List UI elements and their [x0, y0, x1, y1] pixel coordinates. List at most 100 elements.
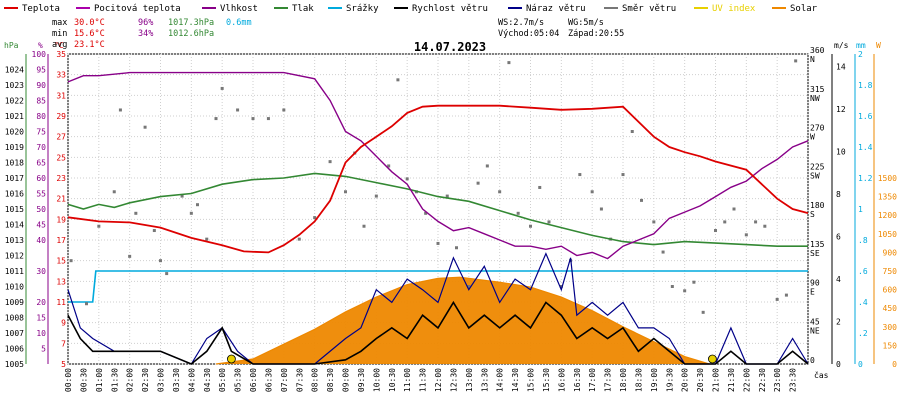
hpa-tick-label: 1023	[5, 81, 24, 90]
direction-compass-label: SW	[810, 171, 820, 180]
hpa-unit: hPa	[4, 41, 19, 50]
wind-direction-point	[775, 297, 779, 301]
percent-tick-label: 10	[36, 329, 46, 338]
hpa-tick-label: 1022	[5, 97, 24, 106]
time-tick-label: 06:00	[249, 368, 258, 392]
legend-label: Srážky	[346, 4, 379, 14]
stat-min-humidity: 34%	[138, 29, 153, 39]
watts-tick-label: 1050	[878, 230, 897, 239]
legend-label: Rychlost větru	[412, 4, 488, 14]
legend-label: Pocitová teplota	[94, 4, 181, 14]
wind-direction-point	[784, 293, 788, 297]
celsius-tick-label: 19	[56, 215, 66, 224]
wind-direction-point	[559, 285, 563, 288]
wind-direction-point	[516, 211, 520, 215]
time-tick-label: 18:30	[634, 368, 643, 392]
wind-direction-point	[590, 190, 594, 194]
hpa-tick-label: 1005	[5, 360, 24, 369]
wind-direction-point	[189, 211, 193, 215]
celsius-unit: °C	[54, 41, 64, 50]
time-unit: čas	[814, 370, 829, 380]
percent-tick-label: 95	[36, 66, 46, 75]
wind-direction-point	[282, 108, 286, 112]
watts-tick-label: 0	[892, 360, 897, 369]
wind-direction-point	[69, 259, 73, 263]
hpa-tick-label: 1014	[5, 221, 24, 230]
time-tick-label: 07:30	[295, 368, 304, 392]
wind-direction-point	[118, 108, 122, 112]
time-tick-label: 09:30	[357, 368, 366, 392]
time-tick-label: 20:30	[696, 368, 705, 392]
stat-max-temp: 30.0°C	[74, 18, 105, 28]
watts-tick-label: 900	[883, 248, 898, 257]
hpa-tick-label: 1006	[5, 345, 24, 354]
wind-direction-point	[794, 59, 798, 63]
mm-tick-label: 1.2	[858, 174, 873, 183]
celsius-tick-label: 25	[56, 153, 66, 162]
direction-compass-label: S	[810, 210, 815, 219]
wind-direction-point	[387, 164, 391, 168]
hpa-tick-label: 1013	[5, 236, 24, 245]
time-tick-label: 19:30	[665, 368, 674, 392]
percent-tick-label: 60	[36, 174, 46, 183]
wind-direction-point	[362, 224, 366, 228]
time-tick-label: 02:30	[141, 368, 150, 392]
celsius-tick-label: 5	[61, 360, 66, 369]
time-tick-label: 14:30	[511, 368, 520, 392]
wind-direction-point	[328, 160, 332, 164]
watts-tick-label: 750	[883, 267, 898, 276]
celsius-tick-label: 17	[56, 236, 66, 245]
stat-avg-temp: 23.1°C	[74, 40, 105, 50]
wind-direction-point	[538, 185, 542, 189]
time-tick-label: 03:00	[157, 368, 166, 392]
stat-wind-gust: WG:5m/s	[568, 18, 604, 28]
time-tick-label: 17:00	[588, 368, 597, 392]
direction-tick-label: 135	[810, 240, 825, 249]
mm-unit: mm	[856, 41, 866, 50]
percent-tick-label: 85	[36, 97, 46, 106]
mm-tick-label: 1.4	[858, 143, 873, 152]
wind-direction-point	[236, 108, 240, 112]
wind-direction-point	[578, 173, 582, 177]
watts-tick-label: 450	[883, 304, 898, 313]
mm-tick-label: 2	[858, 50, 863, 59]
direction-compass-label: N	[810, 55, 815, 64]
hpa-tick-label: 1008	[5, 314, 24, 323]
wind-direction-point	[251, 117, 255, 121]
percent-tick-label: 45	[36, 221, 46, 230]
celsius-tick-label: 23	[56, 174, 66, 183]
wind-direction-point	[754, 220, 758, 224]
hpa-tick-label: 1018	[5, 159, 24, 168]
wind-direction-point	[661, 250, 665, 254]
mm-tick-label: .4	[858, 298, 868, 307]
wind-direction-point	[744, 233, 748, 237]
direction-tick-label: 270	[810, 124, 825, 133]
rain-line	[68, 270, 808, 303]
percent-tick-label: 70	[36, 143, 46, 152]
ms-unit: m/s	[834, 41, 849, 50]
time-tick-label: 05:30	[234, 368, 243, 392]
legend-label: UV index	[712, 4, 756, 14]
wind-direction-point	[424, 211, 428, 215]
time-tick-label: 23:00	[773, 368, 782, 392]
watts-tick-label: 300	[883, 323, 898, 332]
time-tick-label: 18:00	[619, 368, 628, 392]
humidity-line	[67, 71, 809, 260]
hpa-tick-label: 1024	[5, 66, 24, 75]
celsius-tick-label: 27	[56, 133, 66, 142]
chart-series	[67, 59, 809, 365]
time-tick-label: 22:00	[742, 368, 751, 392]
time-tick-label: 10:30	[388, 368, 397, 392]
hpa-tick-label: 1009	[5, 298, 24, 307]
time-tick-label: 16:30	[573, 368, 582, 392]
wind-direction-point	[621, 173, 625, 177]
hpa-tick-label: 1010	[5, 283, 24, 292]
legend-label: Vlhkost	[220, 4, 258, 14]
wind-direction-point	[112, 190, 116, 194]
wind-direction-point	[159, 259, 162, 263]
mm-tick-label: 1	[858, 205, 863, 214]
ms-tick-label: 12	[836, 105, 846, 114]
ms-tick-label: 14	[836, 63, 846, 72]
